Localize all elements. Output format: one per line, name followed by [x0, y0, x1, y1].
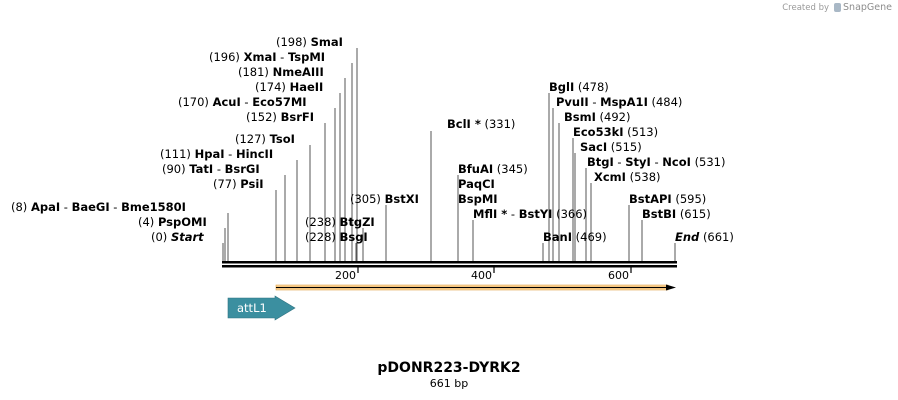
site-label-mfli[interactable]: MflI * - BstYI (366) [473, 207, 587, 221]
site-label-tati[interactable]: (90) TatI - BsrGI [162, 162, 260, 176]
site-label-pvuii[interactable]: PvuII - MspA1I (484) [556, 95, 682, 109]
site-label-end[interactable]: End (661) [675, 230, 734, 244]
site-label-bstxi[interactable]: (305) BstXI [350, 192, 419, 206]
site-label-btgi[interactable]: BtgI - StyI - NcoI (531) [587, 155, 726, 169]
site-label-paqci[interactable]: PaqCI [458, 177, 495, 191]
site-label-xcmi[interactable]: XcmI (538) [594, 170, 661, 184]
site-label-haeii[interactable]: (174) HaeII [255, 80, 323, 94]
site-label-btgzi[interactable]: (238) BtgZI [305, 215, 375, 229]
backbone-top-strand [222, 261, 677, 264]
credit-prefix: Created by [782, 2, 830, 13]
site-label-bsgi[interactable]: (228) BsgI [305, 230, 368, 244]
backbone-bottom-strand [222, 265, 677, 268]
axis-tick-label-200: 200 [335, 269, 356, 282]
site-label-pspomi[interactable]: (4) PspOMI [138, 215, 207, 229]
site-label-bgli[interactable]: BglI (478) [549, 80, 609, 94]
credit-brand: SnapGene [843, 2, 892, 13]
site-label-apai[interactable]: (8) ApaI - BaeGI - Bme1580I [11, 200, 186, 214]
site-label-bani[interactable]: BanI (469) [543, 230, 607, 244]
site-label-xmai[interactable]: (196) XmaI - TspMI [209, 50, 325, 64]
snapgene-credit: Created by SnapGene [782, 2, 892, 13]
site-label-bstapi[interactable]: BstAPI (595) [629, 192, 706, 206]
site-label-hpai[interactable]: (111) HpaI - HincII [160, 147, 273, 161]
site-label-bstbi[interactable]: BstBI (615) [642, 207, 711, 221]
site-label-smai[interactable]: (198) SmaI [276, 35, 343, 49]
site-label-eco53ki[interactable]: Eco53kI (513) [573, 125, 658, 139]
site-label-acui[interactable]: (170) AcuI - Eco57MI [178, 95, 307, 109]
site-label-tsoi[interactable]: (127) TsoI [235, 132, 295, 146]
site-label-psii[interactable]: (77) PsiI [213, 177, 264, 191]
site-label-bspmi[interactable]: BspMI [458, 192, 498, 206]
sequence-length: 661 bp [429, 377, 469, 390]
cut-site-lines [222, 48, 676, 262]
backbone: 200 400 600 [222, 261, 677, 282]
attl1-feature[interactable]: attL1 [227, 295, 296, 321]
primer-bind-feature[interactable] [275, 284, 676, 291]
snapgene-logo-icon [834, 3, 842, 12]
site-label-saci[interactable]: SacI (515) [580, 140, 642, 154]
site-label-bsrfi[interactable]: (152) BsrFI [246, 110, 314, 124]
axis-tick-label-400: 400 [471, 269, 492, 282]
sequence-name: pDONR223-DYRK2 [377, 360, 521, 376]
site-label-bfuai[interactable]: BfuAI (345) [458, 162, 528, 176]
site-label-nmeaiii[interactable]: (181) NmeAIII [238, 65, 324, 79]
site-label-bsmi[interactable]: BsmI (492) [564, 110, 630, 124]
attl1-label: attL1 [237, 301, 267, 315]
site-label-bcli[interactable]: BclI * (331) [447, 117, 515, 131]
axis-tick-label-600: 600 [608, 269, 629, 282]
attl1-arrow [227, 295, 296, 321]
site-label-start[interactable]: (0) Start [151, 230, 204, 244]
